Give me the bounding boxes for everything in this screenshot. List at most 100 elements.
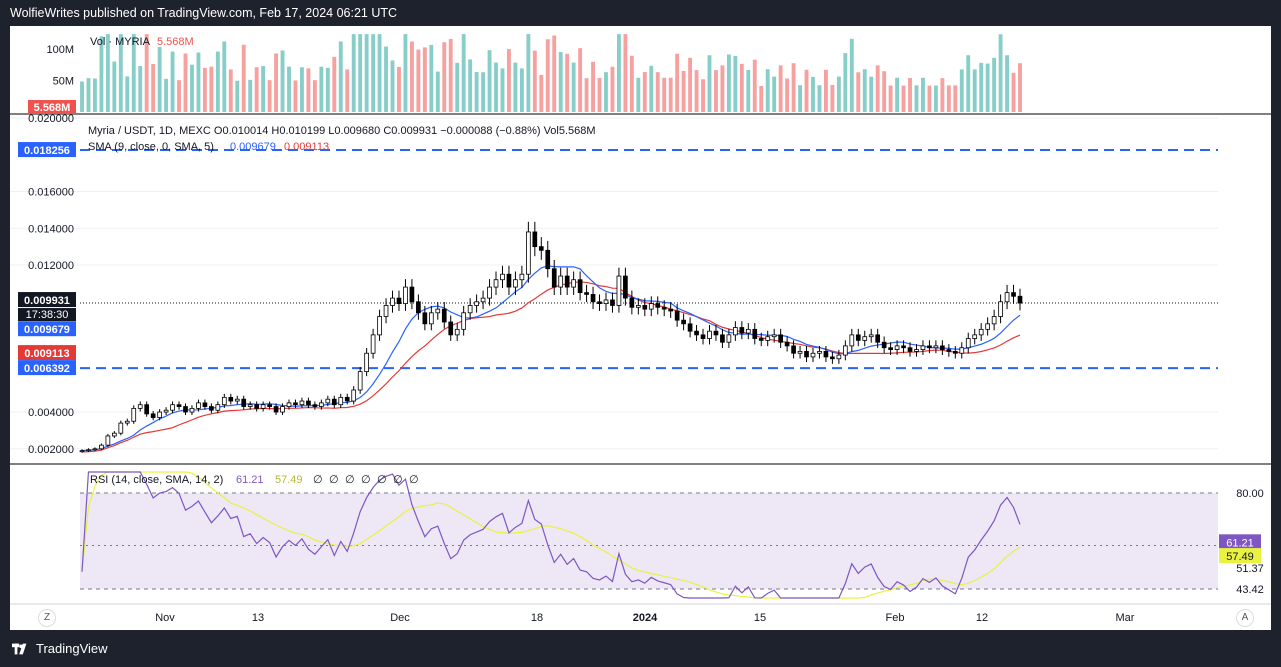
volume-bar: [300, 67, 304, 112]
candle-body: [946, 349, 952, 352]
chart-canvas[interactable]: 0.020000 0.016000 0.014000 0.012000 0.004000…: [10, 26, 1271, 630]
volume-badge-bg: [28, 100, 76, 114]
candle-body: [150, 413, 156, 418]
volume-bar: [1018, 63, 1022, 112]
candle-body: [830, 356, 835, 360]
volume-bar: [448, 38, 453, 113]
candle-body: [254, 404, 260, 409]
volume-bar: [228, 69, 233, 112]
volume-bar: [377, 34, 382, 112]
candle-body: [163, 409, 169, 413]
candle-body: [726, 334, 732, 343]
candle-body: [700, 334, 706, 339]
candle-body: [435, 308, 441, 314]
auto-scale-button-left[interactable]: Z: [38, 609, 56, 627]
footer-brand[interactable]: TradingView: [12, 641, 108, 656]
volume-bar: [720, 65, 725, 112]
volume-bar: [823, 69, 828, 112]
candle-body: [933, 345, 939, 349]
rsi-tick-label: 43.42: [1236, 584, 1264, 596]
candle-body: [733, 327, 738, 336]
volume-bar: [125, 76, 130, 112]
volume-bar: [429, 44, 434, 112]
volume-bar: [694, 70, 699, 112]
volume-bar: [992, 57, 997, 112]
volume-bar: [403, 34, 408, 112]
volume-bar: [604, 72, 608, 112]
volume-bar: [882, 71, 887, 112]
volume-bar: [636, 77, 641, 112]
volume-bar: [435, 71, 440, 112]
price-tick-label: 0.012000: [28, 260, 74, 272]
rsi-na-marker: ∅: [393, 474, 403, 486]
candle-body: [888, 347, 893, 350]
candle-body: [978, 328, 984, 336]
volume-bar: [409, 41, 414, 112]
rsi-na-marker: ∅: [329, 474, 339, 486]
volume-bar: [746, 69, 751, 112]
volume-bar: [681, 71, 686, 112]
candle-body: [564, 275, 570, 288]
volume-bar: [558, 52, 563, 112]
candle-body: [131, 407, 137, 422]
volume-bar: [578, 48, 583, 112]
volume-bar: [921, 77, 925, 112]
candle-body: [791, 345, 796, 354]
candle-body: [319, 402, 324, 407]
volume-bar: [1011, 72, 1016, 112]
rsi-value: 61.21: [236, 474, 264, 486]
candle-body: [998, 301, 1003, 317]
volume-bar: [112, 61, 117, 112]
sma-indicator-label: SMA (9, close, 0, SMA, 5): [88, 141, 214, 153]
volume-bar: [241, 44, 246, 113]
candle-body: [215, 404, 221, 411]
candle-body: [260, 404, 266, 409]
volume-bar: [642, 72, 647, 112]
volume-bar: [726, 54, 731, 112]
price-pane-title: Myria / USDT, 1D, MEXC O0.010014 H0.0101…: [88, 125, 596, 137]
candle-body: [855, 334, 861, 341]
time-axis-label: Dec: [390, 612, 410, 624]
volume-bar: [215, 51, 220, 112]
sma-slow-badge: 0.009113: [24, 348, 69, 360]
candle-body: [875, 334, 881, 343]
volume-pane-title: Vol · MYRIA: [90, 36, 151, 48]
candle-body: [403, 286, 408, 305]
volume-bar: [474, 72, 479, 112]
volume-bar: [688, 57, 693, 112]
volume-bar: [468, 59, 473, 112]
candle-body: [293, 402, 298, 406]
rsi-value-badge: 61.21: [1226, 537, 1254, 549]
candle-body: [170, 404, 175, 411]
rsi-na-marker: ∅: [377, 474, 387, 486]
candle-body: [681, 319, 686, 325]
candle-body: [183, 406, 188, 413]
volume-bar: [875, 65, 880, 112]
volume-bar: [545, 39, 550, 113]
candle-body: [513, 279, 518, 288]
volume-bar: [843, 53, 848, 112]
candle-body: [234, 398, 240, 402]
candle-body: [247, 404, 253, 407]
candle-body: [202, 402, 208, 407]
volume-bar: [675, 53, 680, 112]
candle-body: [286, 402, 292, 407]
candle-body: [99, 444, 104, 450]
candle-body: [907, 347, 913, 352]
candle-body: [344, 396, 350, 402]
volume-bar: [888, 85, 893, 112]
candle-body: [668, 308, 674, 312]
candle-body: [778, 334, 783, 343]
auto-scale-button-right[interactable]: A: [1236, 609, 1254, 627]
volume-bar: [933, 85, 938, 112]
volume-bar: [959, 69, 964, 112]
candle-body: [648, 303, 654, 310]
candle-body: [519, 273, 525, 281]
candle-body: [862, 336, 868, 341]
candle-body: [629, 297, 635, 308]
volume-bar: [319, 66, 324, 112]
last-price-badge-bg: [18, 292, 76, 308]
sma-slow-line: [81, 281, 1021, 453]
candle-body: [577, 279, 583, 293]
candle-body: [959, 347, 965, 354]
